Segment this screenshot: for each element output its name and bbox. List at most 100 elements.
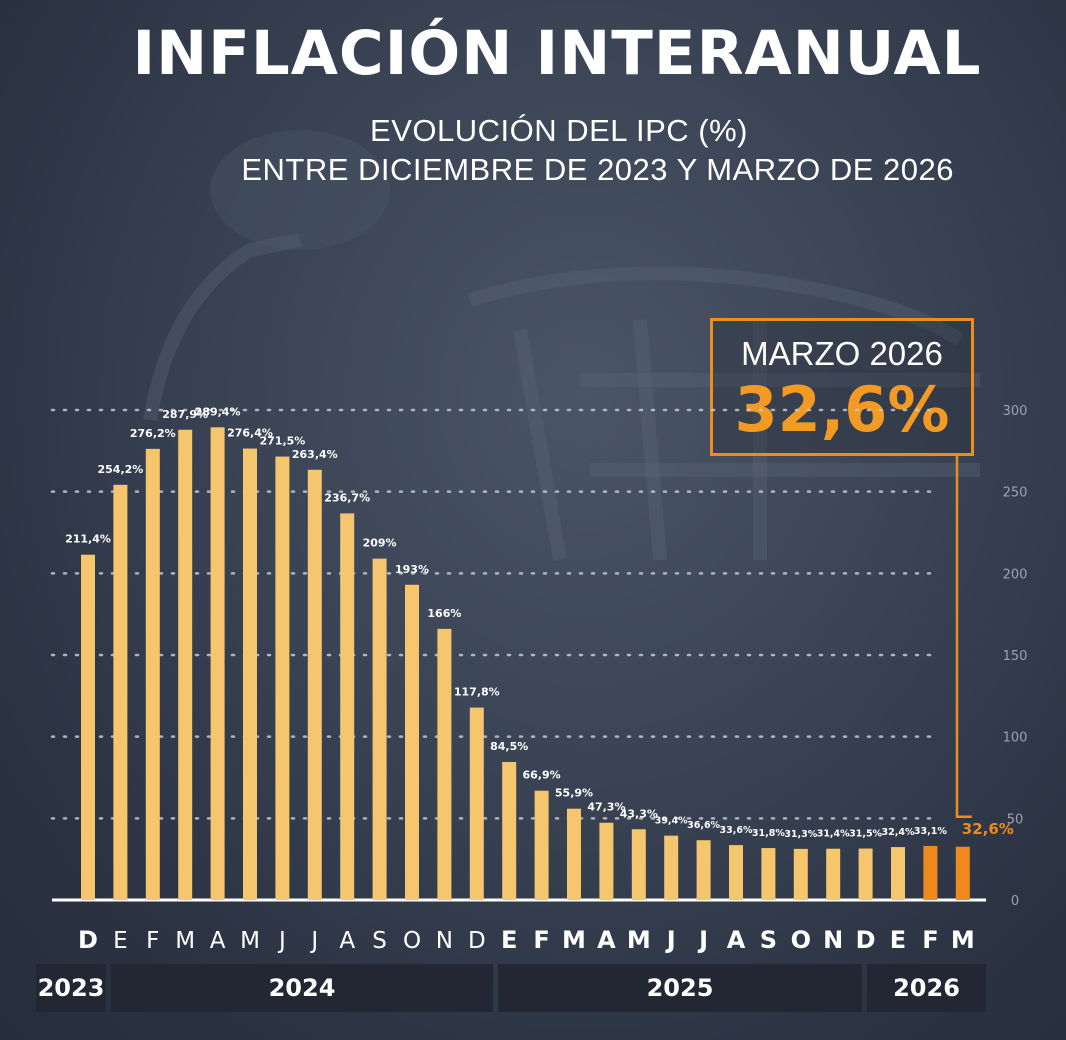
callout-label: MARZO 2026	[741, 335, 943, 372]
bar-value-label: 31,5%	[849, 829, 882, 840]
bar-value-label: 31,4%	[817, 829, 850, 840]
subtitle-line-1: EVOLUCIÓN DEL IPC (%)	[370, 113, 748, 148]
x-tick-label: S	[372, 928, 387, 954]
bar-value-label: 31,3%	[784, 829, 817, 840]
bar-value-label: 276,2%	[130, 427, 176, 440]
x-tick-label: A	[339, 928, 355, 954]
bar-value-label: 236,7%	[324, 491, 370, 504]
callout-leader-line	[955, 456, 972, 819]
x-tick-label: M	[175, 928, 195, 954]
x-tick-label: O	[403, 928, 421, 954]
bar	[955, 846, 970, 900]
y-tick-label: 250	[1003, 486, 1028, 501]
x-tick-label: A	[210, 928, 226, 954]
x-tick-label: N	[436, 928, 453, 954]
year-label: 2024	[111, 964, 493, 1012]
bar	[113, 484, 128, 900]
x-tick-label: D	[468, 928, 486, 954]
bar	[567, 808, 581, 900]
bar-value-label: 43,3%	[620, 807, 658, 820]
y-tick-label: 300	[1003, 404, 1028, 419]
bar	[145, 448, 160, 900]
subtitle-line-2: ENTRE DICIEMBRE DE 2023 Y MARZO DE 2026	[241, 152, 954, 187]
bar	[81, 554, 95, 900]
x-tick-label: O	[791, 926, 811, 954]
bar	[761, 848, 776, 900]
x-tick-label: E	[890, 926, 906, 954]
bar	[210, 427, 225, 900]
bar	[696, 840, 711, 900]
bar-value-label: 263,4%	[292, 448, 338, 461]
bar-value-label: 84,5%	[490, 740, 528, 753]
bar	[793, 848, 808, 900]
bar	[437, 628, 452, 900]
x-tick-label: J	[697, 926, 708, 954]
bar-value-label: 193%	[395, 563, 429, 576]
bar-value-label: 117,8%	[454, 686, 500, 699]
x-tick-label: M	[240, 928, 260, 954]
bar-value-label: 47,3%	[587, 801, 625, 814]
bar-value-label: 32,6%	[962, 820, 1014, 838]
x-tick-label: M	[562, 926, 586, 954]
bar	[502, 761, 517, 900]
bar	[923, 845, 938, 900]
bar	[826, 848, 841, 900]
bar	[891, 847, 905, 900]
bar	[534, 790, 549, 900]
x-tick-label: J	[665, 926, 676, 954]
y-tick-label: 150	[1003, 649, 1028, 664]
bar-value-label: 289,4%	[195, 405, 241, 418]
bar-value-label: 39,4%	[655, 816, 688, 827]
x-tick-label: A	[727, 926, 746, 954]
bar	[178, 429, 193, 900]
x-tick-label: N	[823, 926, 843, 954]
bar	[243, 448, 257, 900]
year-label: 2023	[36, 964, 106, 1012]
x-tick-label: A	[597, 926, 616, 954]
x-tick-label: D	[78, 926, 98, 954]
bar-value-label: 66,9%	[523, 769, 561, 782]
bar	[307, 469, 322, 900]
year-label: 2025	[498, 964, 862, 1012]
x-tick-label: S	[760, 926, 777, 954]
bar-value-label: 254,2%	[97, 463, 143, 476]
bar	[372, 558, 387, 900]
x-tick-label: M	[627, 926, 651, 954]
bar-value-label: 55,9%	[555, 787, 593, 800]
x-tick-label: F	[146, 928, 159, 954]
y-tick-label: 200	[1003, 567, 1028, 582]
bar	[729, 845, 743, 900]
highlight-callout: MARZO 2026 32,6%	[710, 318, 974, 456]
bar	[405, 584, 419, 900]
bar-value-label: 287,9%	[162, 408, 208, 421]
bar	[469, 707, 484, 900]
bar-value-label: 31,8%	[752, 828, 785, 839]
x-tick-label: M	[951, 926, 975, 954]
bar-value-label: 33,1%	[914, 826, 947, 837]
bar-value-label: 211,4%	[65, 533, 111, 546]
bar	[858, 848, 873, 900]
callout-value: 32,6%	[734, 373, 950, 446]
year-band: 2023 2024 2025 2026	[0, 964, 1066, 1012]
bar-value-label: 209%	[363, 537, 397, 550]
bar-value-label: 271,5%	[259, 435, 305, 448]
y-tick-label: 0	[1011, 894, 1019, 909]
bar	[275, 456, 290, 900]
x-tick-label: E	[501, 926, 517, 954]
x-tick-label: E	[113, 928, 128, 954]
page-title: INFLACIÓN INTERANUAL	[132, 18, 982, 89]
bar	[599, 822, 614, 900]
bar	[664, 835, 679, 900]
bar	[340, 513, 355, 900]
bar-value-label: 166%	[427, 607, 461, 620]
x-tick-label: D	[856, 926, 876, 954]
x-tick-label: F	[533, 926, 549, 954]
bar-value-label: 36,6%	[687, 820, 720, 831]
bar-value-label: 276,4%	[227, 427, 273, 440]
bar	[631, 829, 646, 900]
bar-chart: 0 50 100 150 200 250 300 211,4% D 254,2% E 276,2% F 2…	[50, 404, 1028, 954]
y-tick-label: 100	[1003, 731, 1028, 746]
bar-value-label: 32,4%	[882, 827, 915, 838]
